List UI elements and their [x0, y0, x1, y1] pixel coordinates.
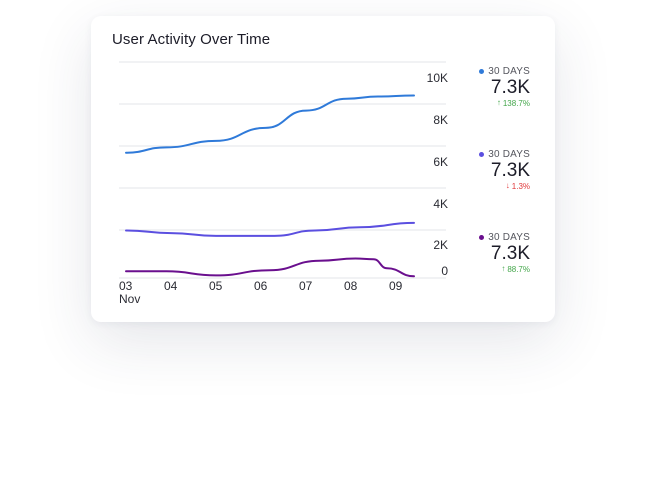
stat-block-2: 30 DAYS 7.3K ↓ 1.3% — [420, 149, 530, 191]
x-tick-label: 06 — [254, 279, 268, 293]
stat-change: ↑ 138.7% — [420, 99, 530, 108]
series-line-1 — [125, 94, 415, 154]
series-dot-icon — [479, 152, 485, 157]
stat-block-1: 30 DAYS 7.3K ↑ 138.7% — [420, 66, 530, 108]
x-tick-label: 03 — [119, 279, 133, 293]
series-line-2 — [125, 221, 415, 237]
grid-lines — [119, 61, 446, 279]
stat-header: 30 DAYS — [420, 66, 530, 77]
y-tick-label: 2K — [433, 238, 448, 252]
arrow-up-icon: ↑ — [496, 98, 501, 108]
line-chart: 0 2K 4K 6K 8K 10K 03 04 05 06 07 08 09 Nov — [119, 61, 449, 306]
stat-header: 30 DAYS — [420, 149, 530, 160]
x-tick-label: 04 — [164, 279, 178, 293]
series-lines — [125, 94, 415, 278]
stat-change: ↑ 88.7% — [420, 265, 530, 274]
stat-block-3: 30 DAYS 7.3K ↑ 88.7% — [420, 232, 530, 274]
x-axis-tick-labels: 03 04 05 06 07 08 09 — [119, 279, 403, 293]
y-tick-label: 4K — [433, 197, 448, 211]
y-tick-label: 8K — [433, 113, 448, 127]
stat-value: 7.3K — [490, 160, 530, 181]
stat-change-value: 138.7% — [502, 98, 530, 108]
arrow-down-icon: ↓ — [505, 181, 510, 191]
arrow-up-icon: ↑ — [501, 264, 506, 274]
stat-change-value: 1.3% — [511, 181, 530, 191]
x-tick-label: 08 — [344, 279, 358, 293]
stat-period-label: 30 DAYS — [488, 232, 530, 243]
card-title: User Activity Over Time — [112, 31, 271, 48]
stat-period-label: 30 DAYS — [488, 66, 530, 77]
activity-card: User Activity Over Time 0 2K 4K 6K 8K 10K 03 0… — [91, 16, 555, 322]
stat-value: 7.3K — [490, 77, 530, 98]
stat-header: 30 DAYS — [420, 232, 530, 243]
x-tick-label: 05 — [209, 279, 223, 293]
series-dot-icon — [479, 69, 485, 74]
stat-value: 7.3K — [490, 243, 530, 264]
series-line-3 — [125, 257, 415, 278]
x-tick-label: 07 — [299, 279, 313, 293]
x-tick-label: 09 — [389, 279, 403, 293]
series-dot-icon — [479, 235, 485, 240]
y-tick-label: 6K — [433, 155, 448, 169]
y-tick-label: 0 — [441, 264, 448, 278]
y-tick-label: 10K — [427, 71, 448, 85]
x-axis-month-label: Nov — [119, 292, 140, 306]
stat-change-value: 88.7% — [507, 264, 530, 274]
y-axis-tick-labels: 0 2K 4K 6K 8K 10K — [427, 71, 449, 278]
stat-change: ↓ 1.3% — [420, 182, 530, 191]
stat-period-label: 30 DAYS — [488, 149, 530, 160]
